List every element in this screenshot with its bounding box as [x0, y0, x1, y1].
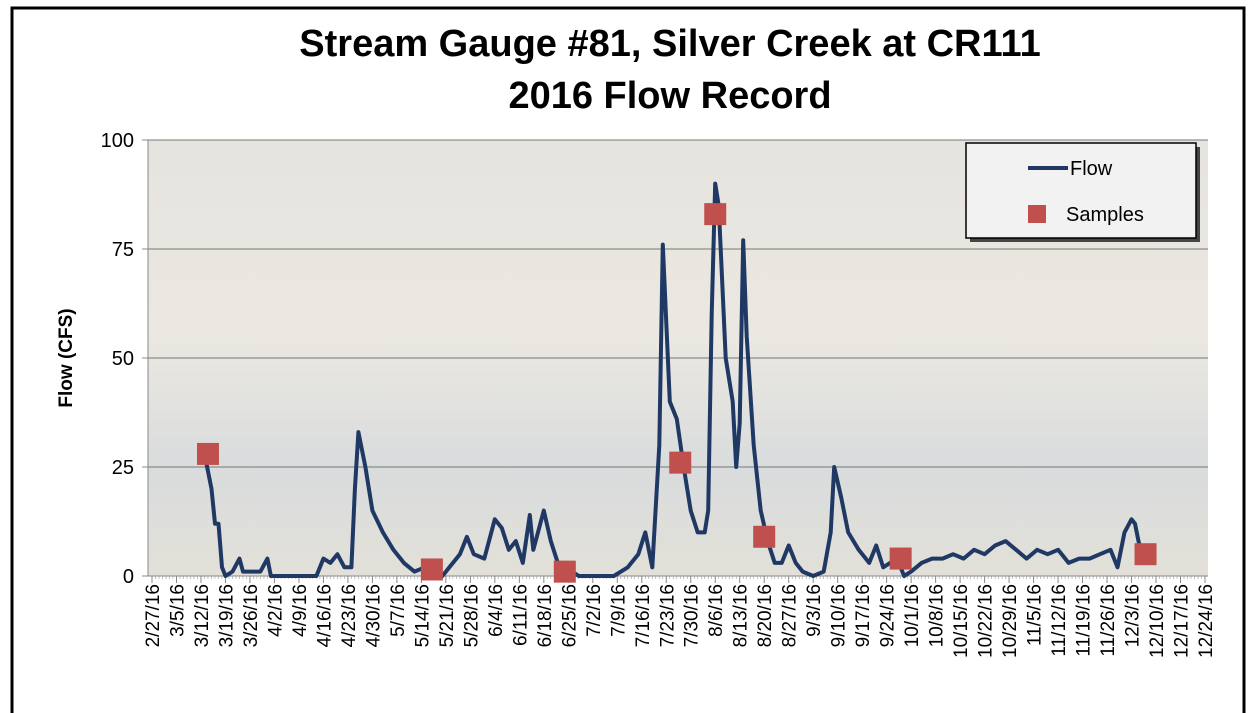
- x-tick-label: 3/26/16: [241, 584, 262, 647]
- chart-title: Stream Gauge #81, Silver Creek at CR111: [299, 23, 1040, 65]
- x-tick-label: 3/12/16: [192, 584, 213, 647]
- x-tick-label: 4/2/16: [265, 584, 286, 637]
- x-tick-label: 3/5/16: [167, 584, 188, 637]
- x-tick-label: 10/15/16: [951, 584, 972, 658]
- x-tick-label: 11/12/16: [1049, 584, 1070, 657]
- x-tick-label: 11/19/16: [1074, 584, 1095, 657]
- x-tick-label: 10/22/16: [976, 584, 997, 658]
- x-tick-label: 7/16/16: [633, 584, 654, 647]
- x-tick-label: 6/4/16: [486, 584, 507, 637]
- x-tick-label: 6/18/16: [535, 584, 556, 647]
- x-tick-label: 5/21/16: [437, 584, 458, 647]
- chart: Stream Gauge #81, Silver Creek at CR111 …: [0, 0, 1248, 713]
- y-tick-label: 75: [112, 239, 134, 261]
- x-tick-label: 10/1/16: [902, 584, 923, 647]
- x-tick-label: 12/10/16: [1147, 584, 1168, 658]
- sample-marker: [753, 526, 775, 548]
- x-tick-label: 9/10/16: [829, 584, 850, 647]
- sample-marker: [197, 443, 219, 465]
- x-tick-label: 6/25/16: [559, 584, 580, 647]
- x-tick-label: 9/24/16: [878, 584, 899, 647]
- x-tick-label: 12/24/16: [1196, 584, 1217, 658]
- legend-label: Flow: [1070, 158, 1113, 180]
- x-tick-label: 8/13/16: [731, 584, 752, 647]
- x-tick-label: 5/14/16: [412, 584, 433, 647]
- x-tick-label: 10/29/16: [1000, 584, 1021, 658]
- x-tick-label: 10/8/16: [927, 584, 948, 647]
- x-tick-label: 5/7/16: [388, 584, 409, 637]
- x-tick-label: 8/20/16: [755, 584, 776, 647]
- y-tick-label: 25: [112, 457, 134, 479]
- x-tick-label: 4/30/16: [363, 584, 384, 647]
- legend: Flow Samples: [966, 143, 1200, 242]
- x-tick-label: 12/3/16: [1123, 584, 1144, 647]
- y-tick-label: 100: [101, 130, 134, 152]
- x-tick-label: 7/30/16: [682, 584, 703, 647]
- sample-marker: [890, 548, 912, 570]
- x-tick-label: 4/16/16: [314, 584, 335, 647]
- x-tick-label: 8/27/16: [780, 584, 801, 647]
- x-tick-label: 5/28/16: [461, 584, 482, 647]
- x-tick-label: 4/9/16: [290, 584, 311, 637]
- x-tick-label: 11/26/16: [1098, 584, 1119, 657]
- legend-swatch: [1028, 205, 1046, 223]
- sample-marker: [1135, 543, 1157, 565]
- x-tick-label: 9/3/16: [804, 584, 825, 637]
- y-tick-label: 0: [123, 566, 134, 588]
- legend-label: Samples: [1066, 204, 1144, 226]
- x-tick-label: 7/23/16: [657, 584, 678, 647]
- sample-marker: [704, 203, 726, 225]
- x-tick-label: 11/5/16: [1025, 584, 1046, 646]
- x-tick-label: 8/6/16: [706, 584, 727, 637]
- chart-subtitle: 2016 Flow Record: [508, 75, 831, 117]
- x-tick-label: 6/11/16: [510, 584, 531, 646]
- sample-marker: [554, 561, 576, 583]
- x-tick-label: 4/23/16: [339, 584, 360, 647]
- x-tick-label: 7/9/16: [608, 584, 629, 637]
- y-axis-label: Flow (CFS): [56, 308, 77, 407]
- sample-marker: [421, 558, 443, 580]
- y-tick-label: 50: [112, 348, 134, 370]
- x-tick-label: 9/17/16: [853, 584, 874, 647]
- sample-marker: [669, 452, 691, 474]
- x-tick-label: 2/27/16: [143, 584, 164, 647]
- x-tick-label: 3/19/16: [216, 584, 237, 647]
- x-tick-label: 7/2/16: [584, 584, 605, 637]
- x-tick-label: 12/17/16: [1172, 584, 1193, 658]
